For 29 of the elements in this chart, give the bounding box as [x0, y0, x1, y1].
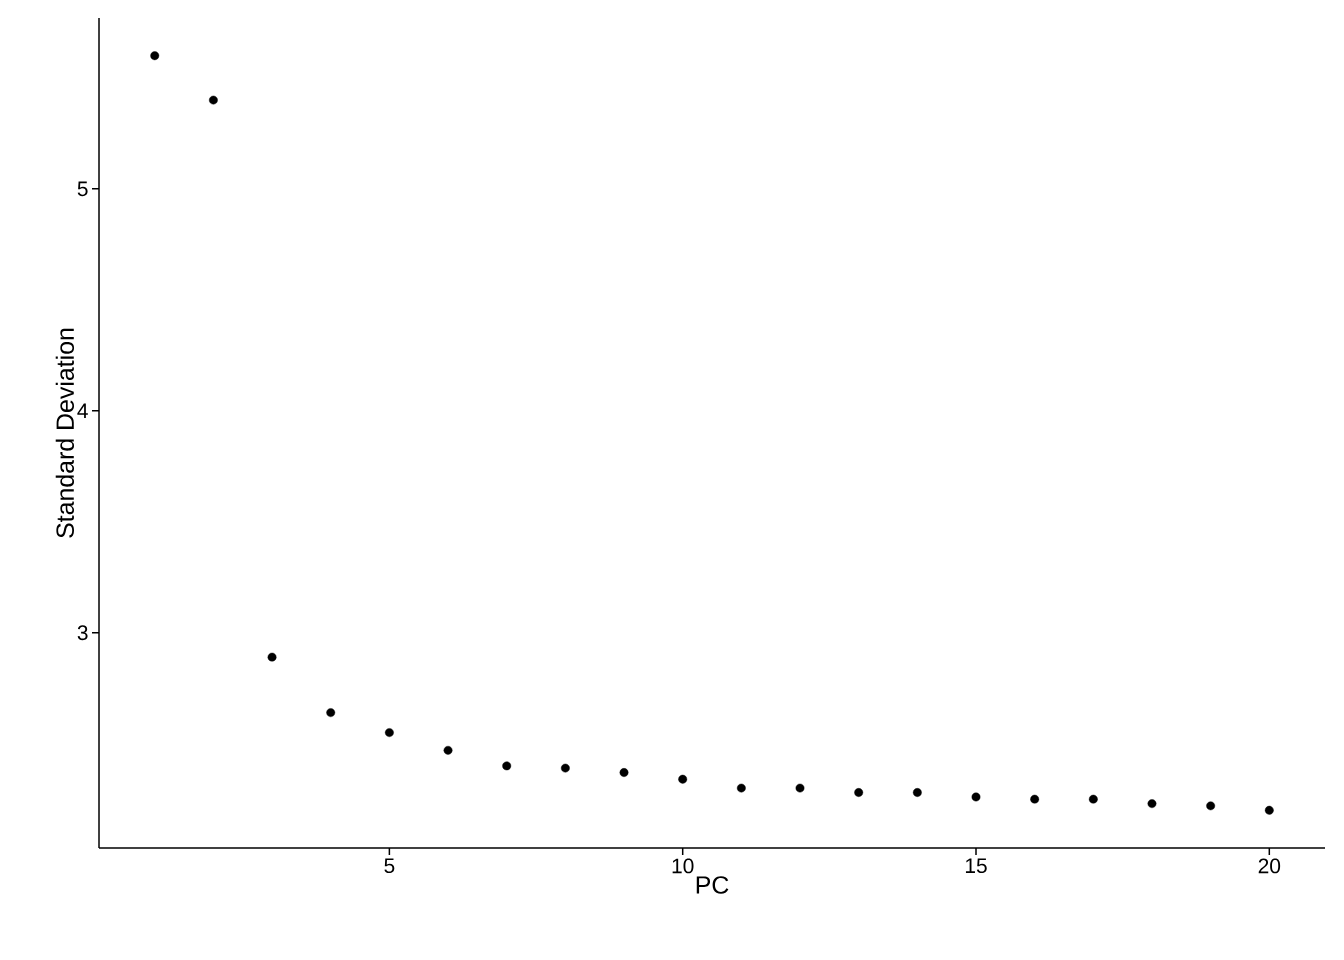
- point: [736, 783, 746, 793]
- point: [443, 745, 453, 755]
- x-tick-label: 10: [672, 858, 694, 874]
- point: [1147, 799, 1157, 809]
- point: [678, 774, 688, 784]
- point: [971, 792, 981, 802]
- point: [267, 652, 277, 662]
- y-tick-label: 4: [77, 403, 88, 418]
- y-tick-label: 5: [77, 181, 88, 197]
- y-axis-title: Standard Deviation: [55, 328, 75, 538]
- point: [1206, 801, 1216, 811]
- point: [854, 788, 864, 797]
- x-tick-label: 5: [384, 858, 395, 874]
- point: [912, 788, 922, 797]
- x-axis-title: PC: [696, 876, 729, 894]
- point: [619, 768, 629, 777]
- point: [560, 763, 570, 773]
- point: [150, 51, 160, 61]
- x-tick-label: 15: [965, 858, 987, 874]
- point: [326, 708, 336, 718]
- point: [209, 95, 218, 105]
- point: [795, 783, 805, 793]
- point: [1030, 794, 1040, 804]
- point: [384, 728, 394, 737]
- point: [1088, 794, 1098, 804]
- y-tick-label: 3: [77, 625, 88, 641]
- point: [1264, 805, 1274, 815]
- point: [502, 761, 512, 771]
- x-tick-label: 20: [1258, 858, 1281, 874]
